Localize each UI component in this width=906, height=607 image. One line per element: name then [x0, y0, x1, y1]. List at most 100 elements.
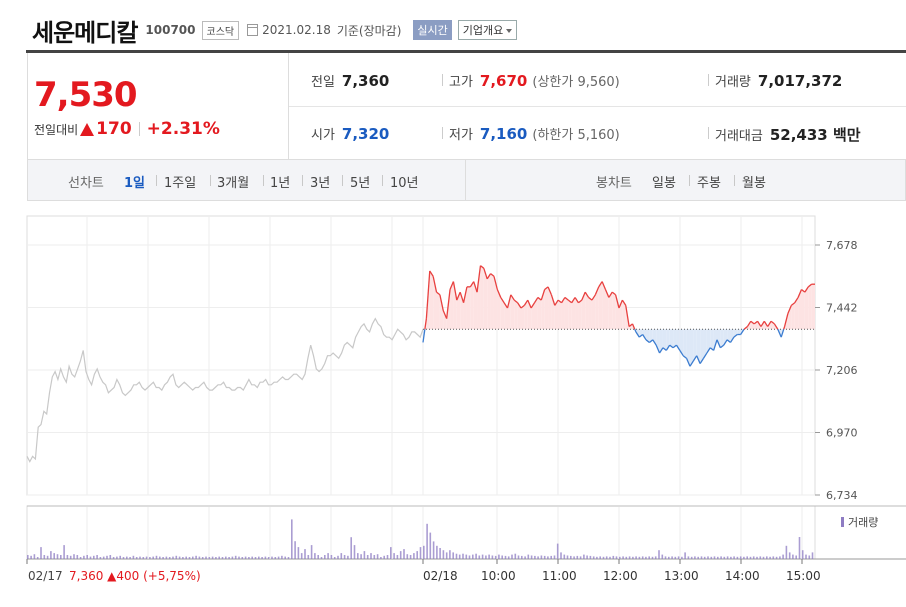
- volume-bar: [775, 556, 778, 559]
- stat-value: 7,670: [479, 72, 528, 90]
- area-fill-up: [514, 300, 518, 330]
- price-change-value: 170: [96, 119, 132, 139]
- volume-bar: [684, 552, 686, 559]
- volume-bar: [149, 557, 151, 559]
- line-segment-down: [665, 344, 671, 351]
- volume-bar: [182, 557, 184, 559]
- line-segment-down: [669, 344, 674, 349]
- company-info-dropdown[interactable]: 기업개요: [457, 20, 518, 40]
- volume-bar: [83, 555, 85, 559]
- volume-bar: [307, 555, 310, 559]
- volume-bar: [228, 557, 230, 559]
- volume-bar: [320, 557, 323, 559]
- area-fill-up: [558, 300, 562, 330]
- line-segment-down: [672, 344, 677, 349]
- divider: [465, 160, 466, 200]
- period-3y[interactable]: 3년: [310, 176, 331, 191]
- period-1w[interactable]: 1주일: [164, 176, 197, 191]
- volume-bar: [36, 557, 39, 559]
- period-1y[interactable]: 1년: [270, 176, 291, 191]
- volume-bar: [534, 555, 536, 559]
- stat-label: 거래량: [715, 75, 751, 90]
- area-fill-up: [585, 292, 589, 330]
- line-segment-up: [439, 294, 444, 311]
- volume-bar: [205, 556, 207, 559]
- volume-bar: [752, 556, 755, 559]
- line-segment-up: [760, 320, 765, 327]
- volume-bar: [501, 555, 503, 559]
- volume-bar: [514, 553, 517, 559]
- area-fill-up: [808, 284, 812, 330]
- y-tick-label: 6,734: [826, 489, 858, 502]
- volume-bar: [142, 557, 145, 559]
- volume-bar: [168, 557, 171, 559]
- candle-weekly[interactable]: 주봉: [697, 176, 721, 191]
- y-tick-label: 7,206: [826, 364, 858, 377]
- area-fill-up: [483, 268, 488, 330]
- divider: [138, 122, 140, 136]
- volume-bar: [445, 552, 448, 559]
- y-tick-label: 7,678: [826, 239, 858, 252]
- volume-bar: [96, 555, 98, 559]
- company-name[interactable]: 세운메디칼: [32, 18, 138, 47]
- area-fill-up: [534, 297, 538, 330]
- line-segment-up: [578, 299, 583, 304]
- period-1d[interactable]: 1일: [124, 176, 146, 191]
- line-segment-up: [628, 323, 633, 328]
- line-segment-up: [425, 270, 431, 319]
- stat-volume: 거래량 7,017,372: [715, 71, 842, 90]
- line-segment-up: [757, 320, 762, 327]
- line-segment-up: [797, 289, 803, 298]
- x-tick-label: 12:00: [603, 569, 638, 583]
- line-segment-up: [581, 291, 586, 301]
- volume-bar: [271, 556, 273, 559]
- volume-bar: [739, 556, 742, 559]
- volume-bar: [201, 557, 204, 559]
- period-3m[interactable]: 3개월: [217, 176, 250, 191]
- area-fill-up: [429, 270, 434, 330]
- divider: [442, 74, 443, 86]
- line-segment-up: [594, 286, 600, 296]
- price-chart[interactable]: 7,678 7,442 7,206 6,970 6,734 02/18 10:00 11:0…: [0, 201, 906, 607]
- line-segment-up: [483, 268, 488, 280]
- line-segment-up: [591, 294, 596, 301]
- volume-bar: [145, 556, 148, 559]
- period-10y[interactable]: 10년: [390, 176, 419, 191]
- line-segment-up: [770, 320, 775, 325]
- area-fill-down: [673, 329, 677, 348]
- divider: [302, 175, 303, 186]
- line-segment-up: [523, 299, 529, 306]
- line-segment-up: [490, 273, 495, 277]
- volume-bar: [619, 556, 621, 559]
- volume-bar: [297, 547, 300, 559]
- volume-bar: [291, 519, 293, 559]
- area-fill-down: [720, 329, 724, 348]
- volume-bar: [66, 555, 69, 559]
- line-segment-up: [500, 297, 505, 304]
- area-fill-up: [466, 286, 471, 330]
- volume-bar: [661, 554, 664, 559]
- volume-bar: [681, 556, 683, 559]
- volume-bar: [324, 555, 326, 559]
- realtime-button[interactable]: 실시간: [413, 20, 452, 40]
- period-5y[interactable]: 5년: [350, 176, 371, 191]
- volume-bar: [376, 554, 379, 559]
- basis-date: 2021.02.18: [262, 23, 331, 37]
- stat-value: 52,433 백만: [769, 126, 861, 144]
- candle-monthly[interactable]: 월봉: [742, 176, 766, 191]
- line-segment-up: [773, 323, 779, 330]
- line-segment-up: [601, 281, 607, 290]
- area-fill-down: [730, 329, 734, 343]
- volume-bar: [314, 553, 316, 559]
- volume-bar: [654, 556, 657, 559]
- line-segment-up: [767, 320, 772, 327]
- line-segment-up: [513, 299, 519, 304]
- area-fill-up: [524, 300, 528, 330]
- volume-legend: 거래량: [841, 516, 878, 529]
- volume-bar: [89, 556, 92, 559]
- volume-bar: [645, 556, 647, 559]
- area-fill-down: [727, 329, 731, 343]
- volume-bar: [527, 554, 530, 559]
- area-fill-up: [504, 302, 508, 330]
- candle-daily[interactable]: 일봉: [652, 176, 676, 191]
